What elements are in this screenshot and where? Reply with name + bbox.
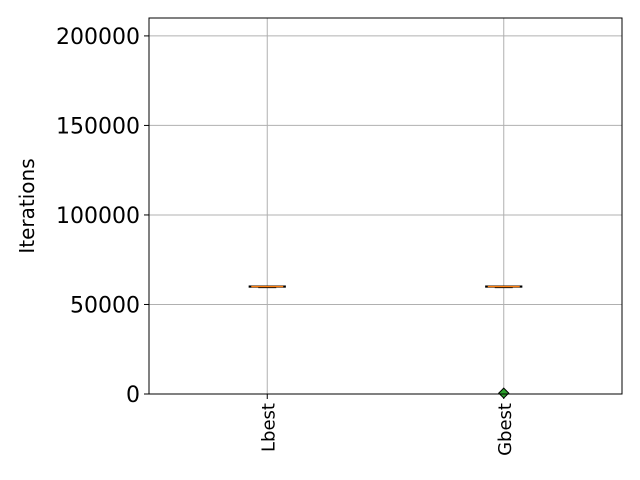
- y-tick-label: 0: [126, 383, 140, 408]
- y-axis-label: Iterations: [15, 158, 39, 253]
- x-axis-ticks: Lbest Gbest: [258, 394, 516, 456]
- y-tick-label: 150000: [56, 114, 140, 139]
- grid-lines: [149, 18, 622, 395]
- plot-frame: [148, 17, 623, 395]
- y-tick-label: 100000: [56, 204, 140, 229]
- box-flier: [498, 387, 510, 399]
- y-tick-label: 200000: [56, 25, 140, 50]
- y-tick-label: 50000: [70, 293, 140, 318]
- x-tick-label: Lbest: [258, 403, 279, 452]
- y-axis-ticks: 0 50000 100000 150000 200000: [56, 25, 149, 408]
- box-marks: [248, 285, 523, 399]
- x-tick-label: Gbest: [495, 403, 516, 456]
